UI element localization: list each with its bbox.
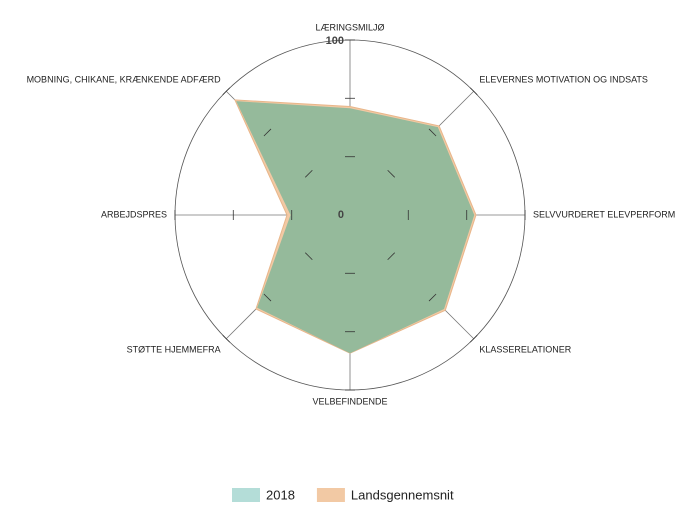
- series-area: [236, 101, 475, 354]
- tick-mark: [263, 128, 272, 137]
- tick-mark: [469, 334, 478, 343]
- tick-mark: [387, 252, 396, 261]
- legend-label: Landsgennemsnit: [351, 487, 454, 502]
- tick-label: 0: [338, 209, 344, 221]
- tick-mark: [304, 252, 313, 261]
- axis-label: MOBNING, CHIKANE, KRÆNKENDE ADFÆRD: [27, 74, 222, 84]
- tick-label: 100: [326, 35, 344, 47]
- tick-mark: [428, 128, 437, 137]
- legend-swatch: [316, 488, 345, 502]
- tick-mark: [469, 87, 478, 96]
- tick-mark: [263, 293, 272, 302]
- axis-label: KLASSERELATIONER: [479, 344, 571, 354]
- legend-swatch: [232, 488, 260, 502]
- axis-label: SELVVURDERET ELEVPERFORM: [533, 209, 675, 219]
- tick-mark: [304, 169, 313, 178]
- axis-label: LÆRINGSMILJØ: [315, 22, 384, 32]
- axis-label: STØTTE HJEMMEFRA: [127, 344, 221, 354]
- legend-label: 2018: [266, 487, 295, 502]
- tick-mark: [222, 87, 231, 96]
- tick-mark: [222, 334, 231, 343]
- axis-label: VELBEFINDENDE: [312, 396, 387, 406]
- tick-mark: [428, 293, 437, 302]
- axis-label: ELEVERNES MOTIVATION OG INDSATS: [479, 74, 648, 84]
- axis-label: ARBEJDSPRES: [101, 209, 167, 219]
- tick-mark: [387, 169, 396, 178]
